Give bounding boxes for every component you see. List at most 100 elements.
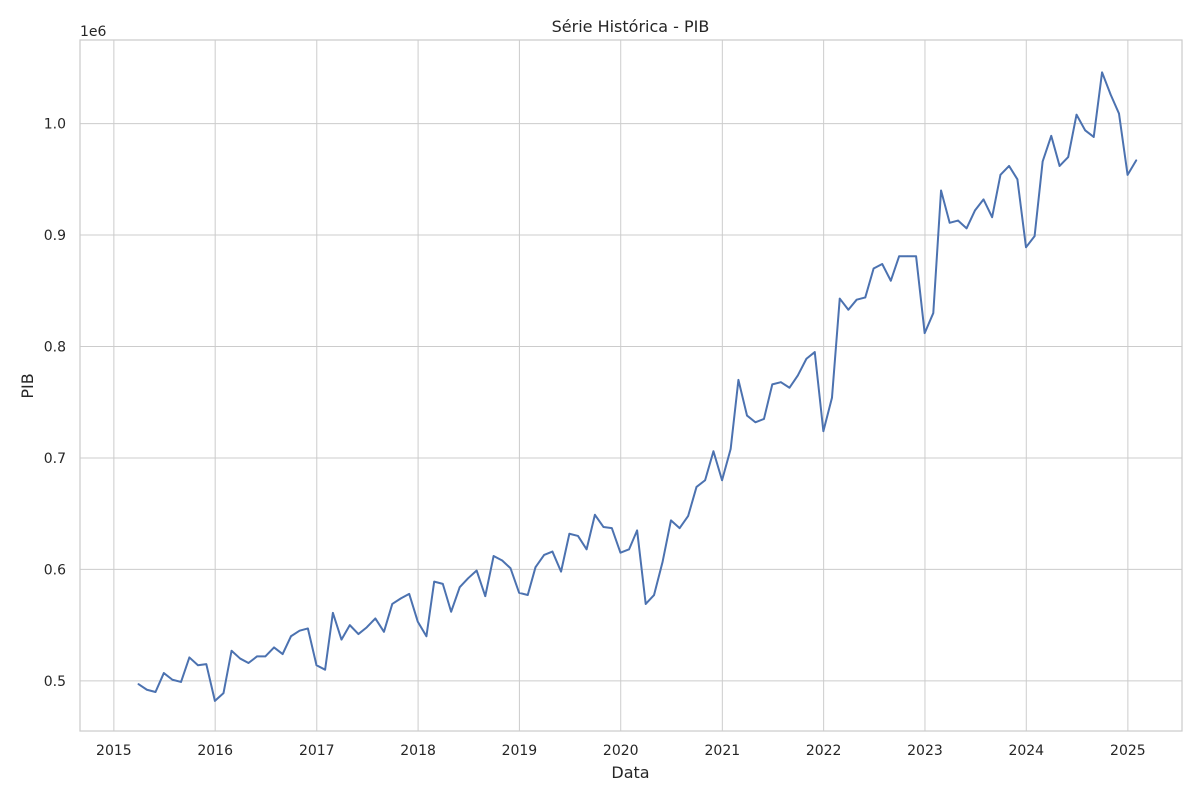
data-point-2024-05-31 xyxy=(1067,156,1069,158)
data-point-2024-09-30 xyxy=(1101,71,1103,74)
data-point-2016-10-31 xyxy=(298,629,301,632)
data-point-2022-10-31 xyxy=(906,255,909,258)
data-point-2017-05-31 xyxy=(357,633,360,635)
data-point-2016-09-30 xyxy=(290,635,292,638)
data-point-2018-10-31 xyxy=(501,559,504,562)
y-gridlines xyxy=(80,123,1182,682)
y-tick-label-0.8: 0.8 xyxy=(44,339,66,355)
data-point-2023-02-28 xyxy=(940,189,942,192)
data-point-2022-07-31 xyxy=(881,263,884,265)
data-point-2022-04-30 xyxy=(855,298,858,301)
data-point-2022-12-31 xyxy=(923,332,926,334)
data-point-2015-10-31 xyxy=(197,664,199,667)
data-point-2023-10-31 xyxy=(1008,165,1010,167)
data-point-2020-03-31 xyxy=(644,603,647,605)
data-point-2022-08-31 xyxy=(890,279,892,282)
x-tick-label-2015: 2015 xyxy=(96,743,132,759)
x-tick-label-2020: 2020 xyxy=(603,743,639,759)
data-point-2015-07-31 xyxy=(171,678,174,681)
data-point-2024-02-29 xyxy=(1041,160,1044,163)
data-point-2020-05-31 xyxy=(661,560,664,563)
data-point-2015-12-31 xyxy=(214,700,216,702)
data-point-2020-10-31 xyxy=(704,479,706,482)
data-point-2023-08-31 xyxy=(991,216,993,219)
y-tick-label-1.0: 1.0 xyxy=(44,117,66,133)
data-point-2021-12-31 xyxy=(822,430,825,433)
data-point-2020-07-31 xyxy=(678,527,681,529)
data-point-2020-11-30 xyxy=(712,450,715,453)
data-point-2020-09-30 xyxy=(695,486,698,488)
data-point-2022-09-30 xyxy=(898,255,900,258)
data-point-2020-01-31 xyxy=(628,548,630,551)
data-point-2022-05-31 xyxy=(864,296,867,299)
data-point-2017-09-30 xyxy=(391,603,394,605)
data-point-2016-07-31 xyxy=(273,646,275,649)
data-point-2017-08-31 xyxy=(383,631,385,633)
data-point-2015-09-30 xyxy=(188,656,191,659)
data-point-2018-01-31 xyxy=(425,635,428,638)
x-tick-label-2018: 2018 xyxy=(400,743,436,759)
data-point-2021-06-30 xyxy=(771,383,774,386)
data-point-2023-12-31 xyxy=(1025,246,1027,249)
chart-title: Série Histórica - PIB xyxy=(552,17,710,36)
data-point-2023-09-30 xyxy=(999,174,1002,176)
data-point-2021-02-28 xyxy=(737,379,740,381)
data-point-2018-02-28 xyxy=(433,580,435,583)
y-axis-offset-label: 1e6 xyxy=(80,24,107,40)
data-point-2019-06-30 xyxy=(568,532,571,535)
data-point-2020-02-29 xyxy=(636,529,638,532)
data-point-2017-03-31 xyxy=(340,638,343,641)
data-point-2020-04-30 xyxy=(653,594,655,596)
data-point-2015-03-31 xyxy=(137,683,140,685)
data-point-2019-05-31 xyxy=(560,570,562,573)
data-point-2017-12-31 xyxy=(417,620,419,623)
data-point-2023-07-31 xyxy=(982,198,985,201)
data-point-2016-12-31 xyxy=(315,664,318,667)
data-point-2023-01-31 xyxy=(932,312,935,314)
data-point-2018-07-31 xyxy=(475,569,478,572)
series-layer xyxy=(137,71,1138,702)
data-point-2023-06-30 xyxy=(974,209,976,212)
data-point-2018-03-31 xyxy=(442,583,444,585)
y-tick-label-0.5: 0.5 xyxy=(44,674,66,690)
data-point-2019-11-30 xyxy=(611,527,613,529)
data-point-2017-04-30 xyxy=(349,624,351,626)
data-point-2024-03-31 xyxy=(1050,135,1053,137)
x-tick-label-2017: 2017 xyxy=(299,743,335,759)
data-point-2021-03-31 xyxy=(746,414,748,417)
data-point-2018-08-31 xyxy=(484,595,487,597)
x-tick-label-2025: 2025 xyxy=(1110,743,1146,759)
data-point-2019-10-31 xyxy=(602,526,605,528)
data-point-2021-11-30 xyxy=(813,351,816,353)
plot-frame xyxy=(79,39,1183,732)
data-point-2016-03-31 xyxy=(239,657,241,660)
x-axis-title: Data xyxy=(611,763,649,782)
data-point-2024-06-30 xyxy=(1075,113,1078,116)
data-point-2021-09-30 xyxy=(797,374,799,377)
data-point-2023-05-31 xyxy=(965,227,968,230)
x-tick-label-2023: 2023 xyxy=(907,743,943,759)
data-point-2017-01-31 xyxy=(324,668,326,671)
data-point-2021-05-31 xyxy=(763,418,765,420)
data-point-2016-02-29 xyxy=(230,649,233,652)
data-point-2018-05-31 xyxy=(458,586,461,589)
data-point-2016-04-30 xyxy=(247,662,250,664)
data-point-2019-08-31 xyxy=(585,548,588,551)
data-point-2019-03-31 xyxy=(543,554,545,556)
data-point-2021-07-31 xyxy=(780,381,782,383)
data-point-2015-11-30 xyxy=(205,663,208,665)
data-point-2024-04-30 xyxy=(1058,165,1061,167)
data-point-2015-05-31 xyxy=(154,691,157,693)
data-point-2017-10-31 xyxy=(400,597,402,600)
x-tick-label-2016: 2016 xyxy=(197,743,233,759)
data-point-2024-07-31 xyxy=(1084,129,1086,132)
data-point-2016-06-30 xyxy=(264,655,267,658)
x-gridlines xyxy=(113,40,1129,731)
data-point-2022-01-31 xyxy=(831,396,833,399)
data-point-2015-08-31 xyxy=(180,681,182,683)
data-point-2021-04-30 xyxy=(754,421,757,424)
data-point-2017-06-30 xyxy=(365,626,368,629)
x-tick-label-2019: 2019 xyxy=(502,743,538,759)
